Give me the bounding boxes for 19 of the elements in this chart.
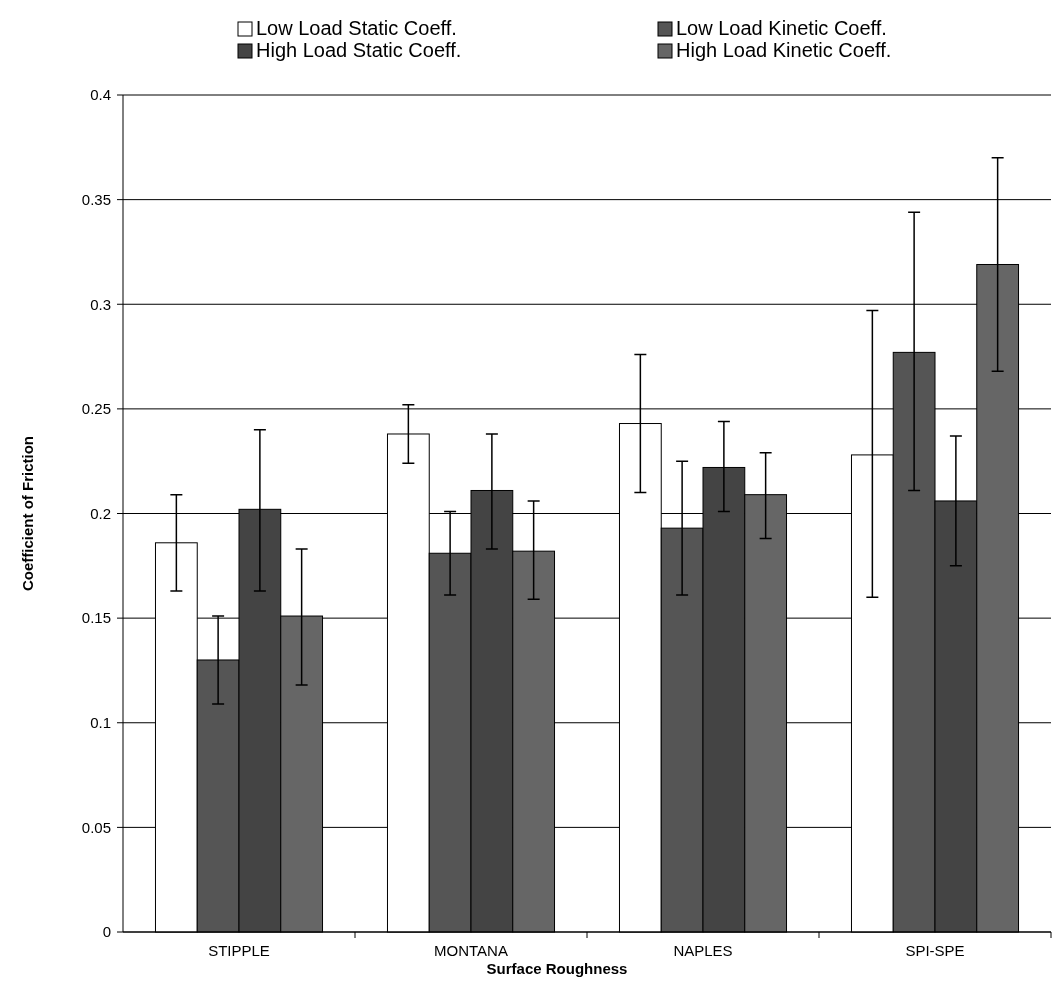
x-tick-label: SPI-SPE — [905, 942, 965, 959]
legend-label: Low Load Kinetic Coeff. — [676, 17, 887, 39]
y-tick-label: 0.35 — [81, 190, 111, 208]
legend-label: Low Load Static Coeff. — [256, 17, 457, 39]
y-axis-title: Coefficient of Friction — [19, 436, 36, 591]
y-tick-label: 0.1 — [90, 714, 111, 731]
y-tick-label: 0 — [102, 923, 111, 941]
y-tick-label: 0.15 — [81, 609, 111, 627]
y-tick-label: 0.4 — [90, 86, 111, 104]
x-tick-label: NAPLES — [673, 942, 733, 959]
y-tick-label: 0.3 — [90, 295, 111, 313]
x-tick-label: STIPPLE — [208, 942, 270, 959]
legend-label: High Load Static Coeff. — [256, 39, 462, 61]
y-tick-label: 0.25 — [81, 400, 111, 418]
x-tick-label: MONTANA — [434, 942, 508, 959]
y-tick-label: 0.2 — [90, 504, 111, 522]
y-tick-label: 0.05 — [81, 818, 111, 836]
x-axis-title: Surface Roughness — [486, 960, 628, 977]
legend-label: High Load Kinetic Coeff. — [676, 39, 892, 61]
